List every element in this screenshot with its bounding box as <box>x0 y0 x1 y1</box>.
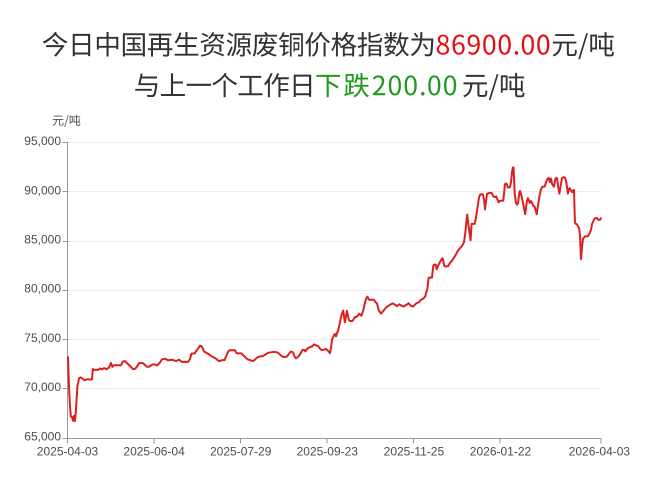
svg-text:70,000: 70,000 <box>24 380 61 394</box>
svg-text:90,000: 90,000 <box>24 183 61 197</box>
svg-text:2025-06-04: 2025-06-04 <box>123 444 185 458</box>
svg-text:75,000: 75,000 <box>24 331 61 345</box>
svg-text:2025-11-25: 2025-11-25 <box>384 444 445 458</box>
svg-text:2025-09-23: 2025-09-23 <box>297 444 359 458</box>
svg-text:65,000: 65,000 <box>24 429 61 443</box>
svg-text:95,000: 95,000 <box>24 134 61 148</box>
svg-text:2025-07-29: 2025-07-29 <box>210 444 272 458</box>
svg-text:85,000: 85,000 <box>24 233 61 247</box>
svg-text:2026-04-03: 2026-04-03 <box>569 444 631 458</box>
svg-text:2026-01-22: 2026-01-22 <box>470 444 532 458</box>
svg-text:2025-04-03: 2025-04-03 <box>37 444 99 458</box>
svg-text:80,000: 80,000 <box>24 282 61 296</box>
